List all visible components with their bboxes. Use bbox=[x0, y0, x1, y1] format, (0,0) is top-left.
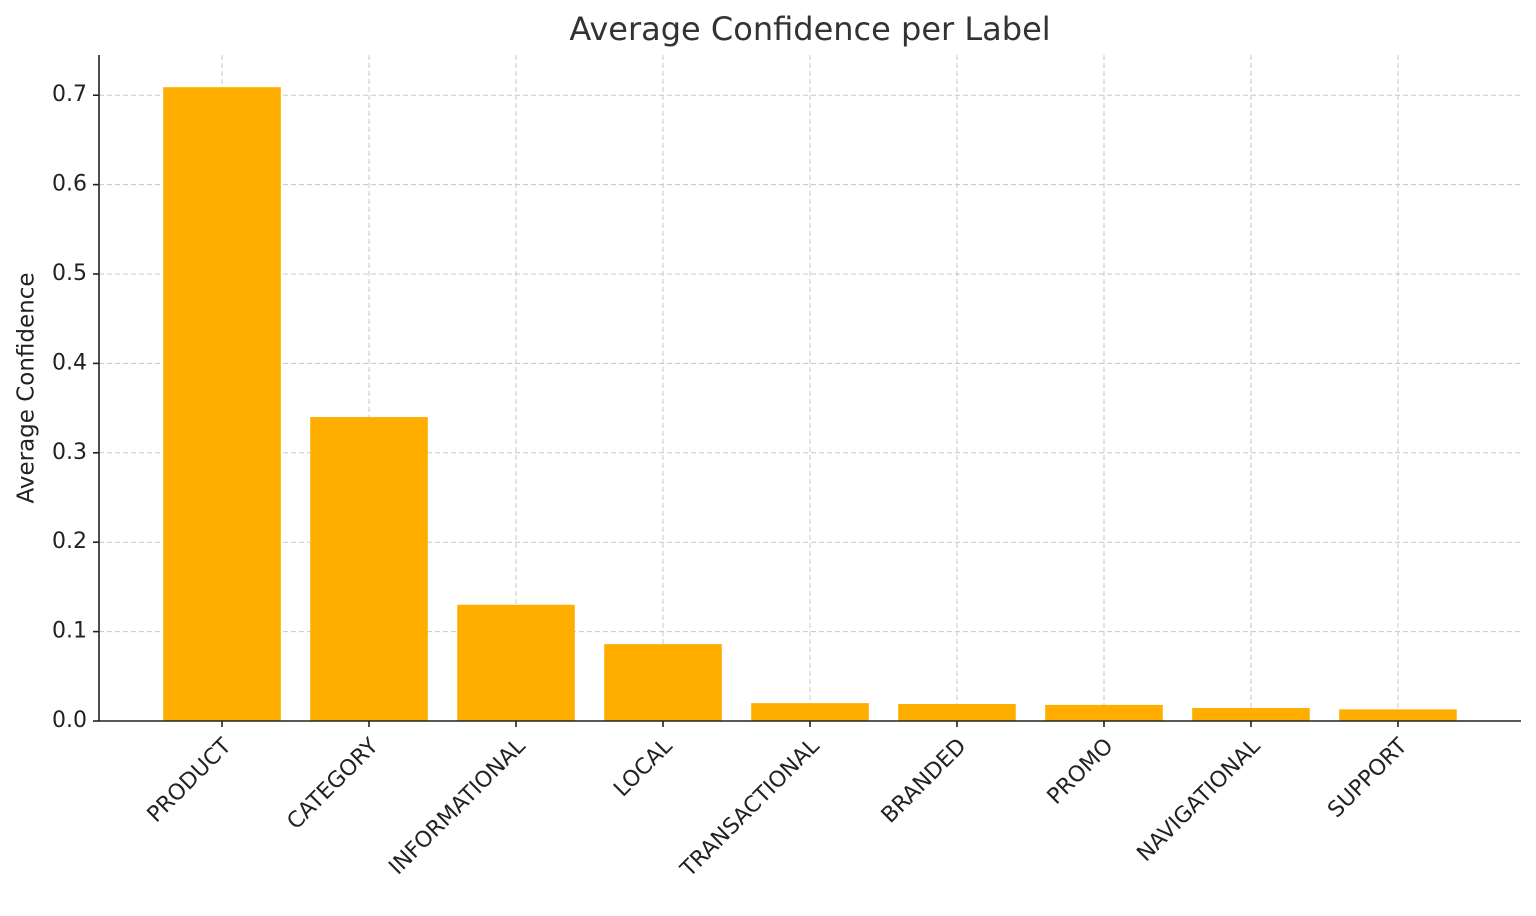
x-tick-label: CATEGORY bbox=[283, 733, 384, 834]
y-tick-label: 0.2 bbox=[52, 529, 87, 554]
x-tick-label: INFORMATIONAL bbox=[384, 733, 531, 880]
y-tick-label: 0.4 bbox=[52, 350, 87, 375]
y-tick-label: 0.5 bbox=[52, 261, 87, 286]
y-tick-label: 0.0 bbox=[52, 708, 87, 733]
y-tick-label: 0.7 bbox=[52, 82, 87, 107]
bar bbox=[457, 604, 575, 721]
bar bbox=[310, 417, 428, 721]
bar bbox=[1339, 709, 1457, 721]
x-tick-label: BRANDED bbox=[877, 734, 972, 829]
x-tick-label: PROMO bbox=[1043, 734, 1119, 810]
bar bbox=[1192, 708, 1310, 721]
y-tick-label: 0.6 bbox=[52, 172, 87, 197]
y-axis-label: Average Confidence bbox=[14, 272, 40, 503]
x-tick-label: TRANSACTIONAL bbox=[675, 733, 825, 883]
y-tick-label: 0.1 bbox=[52, 619, 87, 644]
y-tick-label: 0.3 bbox=[52, 440, 87, 465]
chart-title: Average Confidence per Label bbox=[569, 10, 1050, 48]
x-tick-label: NAVIGATIONAL bbox=[1132, 733, 1265, 866]
bar bbox=[898, 704, 1016, 721]
bar bbox=[604, 644, 722, 721]
x-tick-label: LOCAL bbox=[609, 733, 678, 802]
bar bbox=[1045, 704, 1163, 721]
bar bbox=[163, 87, 281, 721]
x-tick-label: SUPPORT bbox=[1323, 733, 1413, 823]
bar bbox=[751, 703, 869, 721]
x-tick-label: PRODUCT bbox=[143, 733, 237, 827]
